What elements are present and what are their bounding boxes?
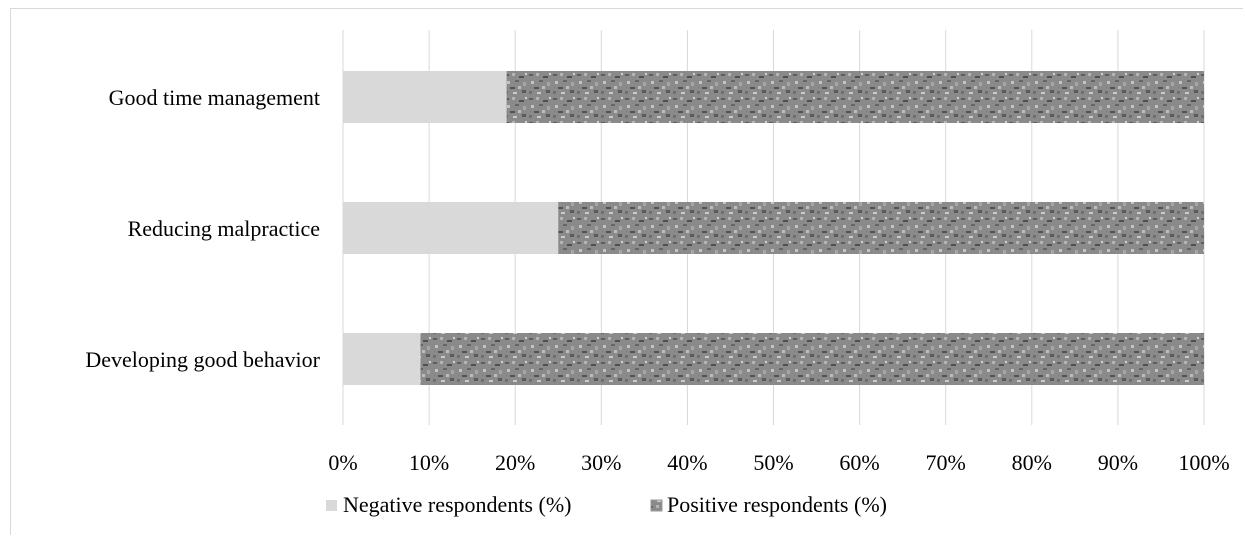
x-tick-label: 70% — [926, 450, 966, 475]
x-tick-label: 100% — [1178, 450, 1229, 475]
legend-item-positive: Positive respondents (%) — [650, 492, 887, 517]
x-tick-label: 10% — [409, 450, 449, 475]
bar-positive — [420, 333, 1204, 385]
legend-label: Positive respondents (%) — [667, 492, 887, 517]
x-tick-label: 60% — [839, 450, 879, 475]
x-tick-label: 20% — [495, 450, 535, 475]
category-label: Good time management — [109, 85, 320, 110]
x-axis-ticks: 0% 10% 20% 30% 40% 50% 60% 70% 80% 90% 100% — [328, 450, 1229, 475]
x-tick-label: 0% — [328, 450, 357, 475]
x-tick-label: 50% — [753, 450, 793, 475]
bars — [343, 71, 1205, 385]
legend-swatch — [650, 499, 663, 512]
x-tick-label: 80% — [1012, 450, 1052, 475]
x-tick-label: 30% — [581, 450, 621, 475]
bar-positive — [558, 202, 1204, 254]
category-label: Developing good behavior — [85, 347, 320, 372]
category-labels: Good time management Reducing malpractice… — [85, 85, 320, 372]
x-tick-label: 40% — [667, 450, 707, 475]
bar-positive — [506, 71, 1205, 123]
legend-label: Negative respondents (%) — [343, 492, 571, 517]
bar-negative — [343, 202, 559, 254]
bar-negative — [343, 333, 421, 385]
legend: Negative respondents (%) Positive respond… — [326, 492, 887, 517]
category-label: Reducing malpractice — [128, 216, 320, 241]
legend-item-negative: Negative respondents (%) — [326, 492, 571, 517]
bar-negative — [343, 71, 507, 123]
x-tick-label: 90% — [1098, 450, 1138, 475]
legend-swatch — [326, 500, 337, 511]
chart-frame — [10, 8, 1243, 535]
